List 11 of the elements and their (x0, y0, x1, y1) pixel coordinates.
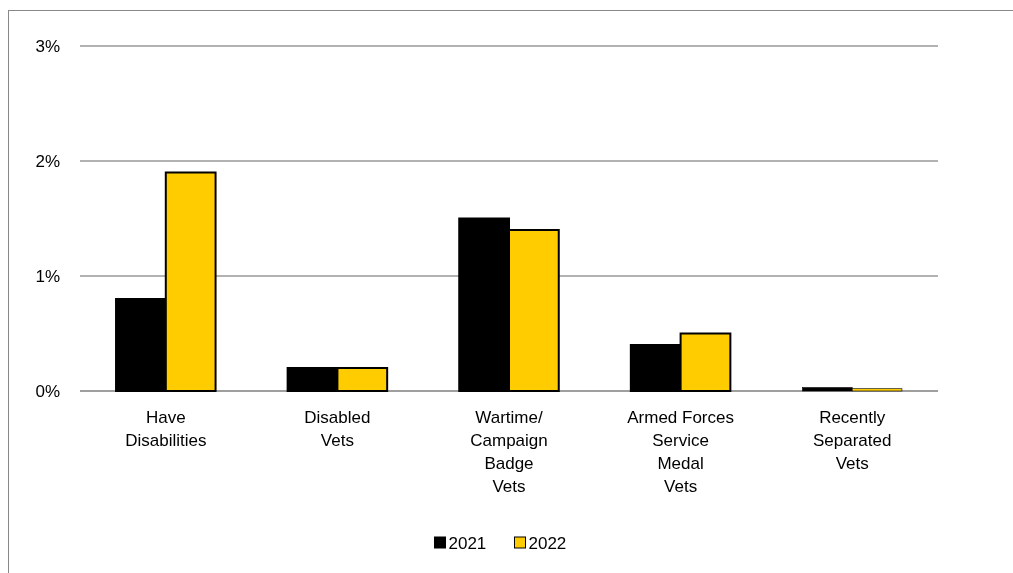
x-tick-label: Wartime/ Campaign Badge Vets (470, 408, 548, 496)
y-tick-label: 0% (35, 381, 60, 401)
y-tick-label: 2% (35, 151, 60, 171)
legend-label: 2021 (448, 533, 487, 553)
x-tick-label: Recently Separated Vets (812, 408, 892, 473)
x-tick-label: Disabled Vets (304, 408, 371, 450)
y-tick-label: 3% (35, 36, 60, 56)
legend-label: 2022 (528, 533, 567, 553)
x-tick-label: Have Disabilities (125, 408, 207, 450)
y-tick-label: 1% (35, 266, 60, 286)
x-tick-label: Armed Forces Service Medal Vets (627, 408, 734, 496)
